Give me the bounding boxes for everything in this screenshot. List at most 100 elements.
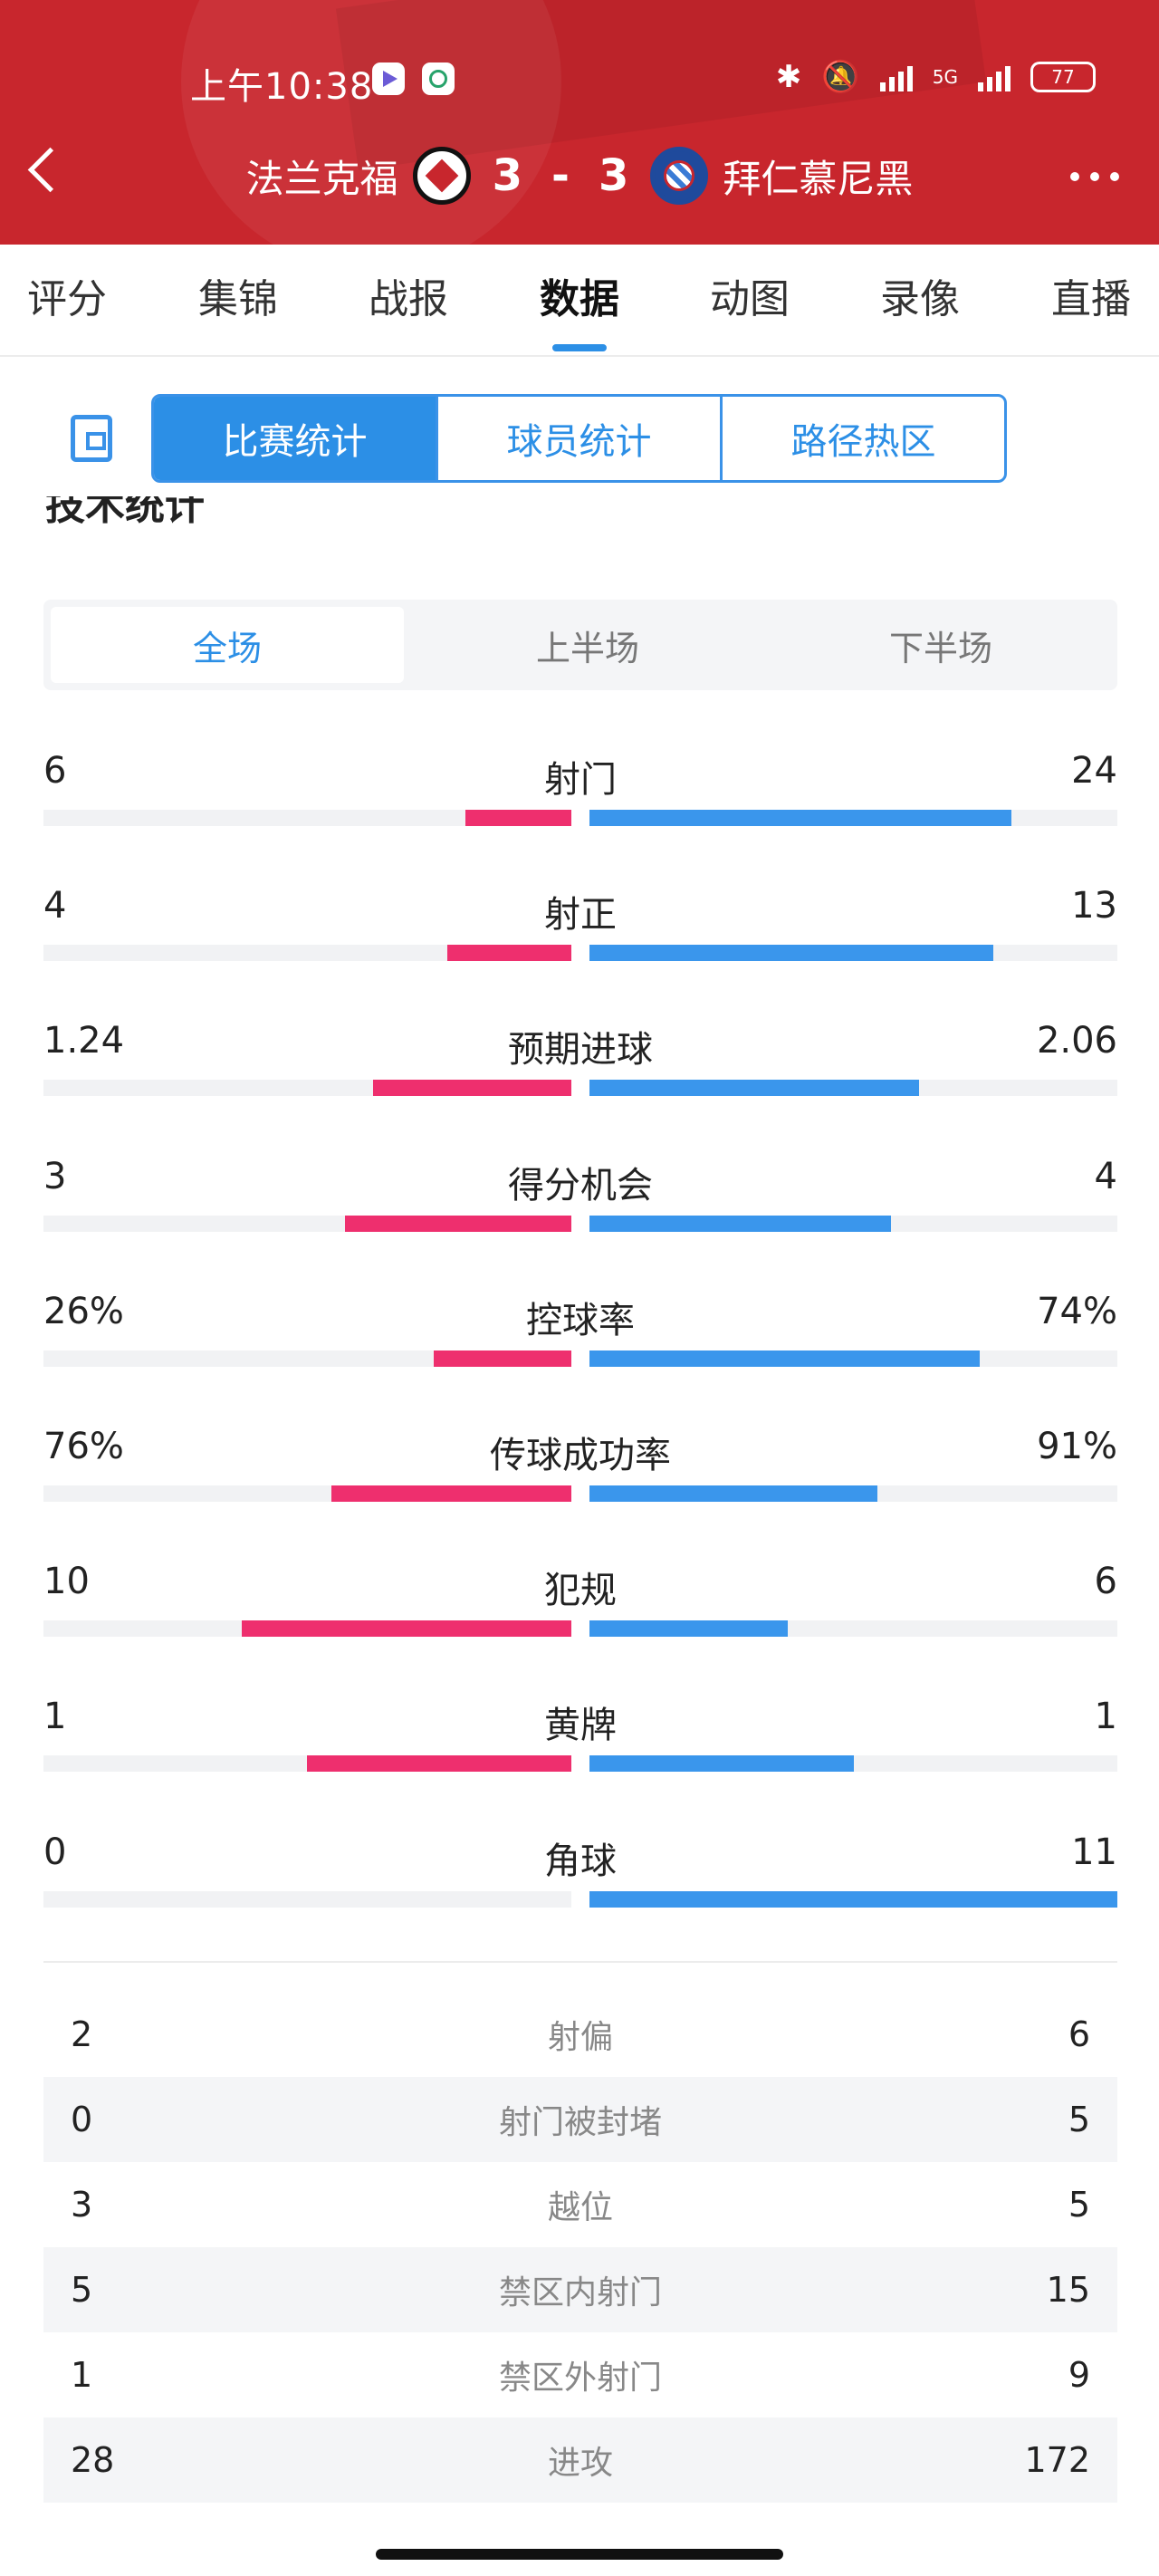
away-bar-fill [589,1485,877,1502]
stat-name: 禁区内射门 [498,2274,662,2312]
stat-away-value: 5 [1068,2100,1090,2139]
away-bar-fill [589,1620,788,1637]
segment-heatmap[interactable]: 路径热区 [790,421,936,463]
stat-home-value: 3 [43,1156,67,1197]
stat-name: 犯规 [544,1570,617,1611]
away-team-name: 拜仁慕尼黑 [723,156,914,201]
stats-segment-control: 比赛统计 球员统计 路径热区 [151,394,1007,483]
stat-row: 0 角球 11 [43,1831,1117,1931]
away-bar-fill [589,1080,919,1096]
battery-icon: 77 [1030,62,1096,92]
eagle-crest-icon [412,147,471,205]
away-bar-fill [589,810,1011,826]
simple-stat-row: 28 进攻 172 [43,2417,1117,2503]
stat-away-value: 11 [1071,1831,1117,1873]
period-full[interactable]: 全场 [51,607,404,683]
network-type: 5G [932,66,958,88]
stat-row: 3 得分机会 4 [43,1156,1117,1255]
home-bar-track [43,945,571,961]
stat-away-value: 13 [1071,885,1117,927]
stat-name: 射偏 [547,2019,613,2056]
stat-home-value: 0 [71,2100,93,2139]
bayern-crest-icon [650,147,709,205]
stat-home-value: 10 [43,1561,90,1602]
stat-home-value: 3 [71,2185,93,2225]
video-app-icon [372,62,405,95]
tab-replay[interactable]: 录像 [880,276,960,322]
home-bar-track [43,1216,571,1232]
segment-match-stats[interactable]: 比赛统计 [154,397,438,480]
home-bar-track [43,1620,571,1637]
home-bar-fill [447,945,571,961]
away-bar-fill [589,1891,1117,1908]
stat-name: 控球率 [526,1300,635,1341]
active-tab-indicator [552,344,607,351]
stat-name: 传球成功率 [490,1435,671,1476]
away-bar-track [589,1485,1117,1502]
tab-live[interactable]: 直播 [1051,276,1131,322]
sports-app-icon [422,62,455,95]
stat-name: 越位 [547,2189,613,2226]
stat-away-value: 24 [1071,750,1117,792]
tab-stats[interactable]: 数据 [540,276,619,322]
stat-home-value: 0 [43,1831,67,1873]
status-bar: 上午10:38 ✱ 🔕 5G 77 [0,50,1159,113]
stat-row: 6 射门 24 [43,750,1117,850]
home-bar-fill [331,1485,571,1502]
away-bar-fill [589,1350,980,1367]
period-selector: 全场 上半场 下半场 [43,600,1117,690]
tab-report[interactable]: 战报 [369,276,448,322]
tab-gifs[interactable]: 动图 [710,276,790,322]
home-bar-fill [373,1080,571,1096]
away-bar-track [589,945,1117,961]
stat-home-value: 1.24 [43,1020,125,1062]
stat-away-value: 2.06 [1036,1020,1117,1062]
stat-row: 4 射正 13 [43,885,1117,985]
stat-away-value: 74% [1037,1291,1117,1332]
stat-home-value: 28 [71,2440,115,2480]
stat-name: 角球 [544,1841,617,1882]
home-bar-track [43,1891,571,1908]
home-bar-track [43,1350,571,1367]
battery-level: 77 [1051,66,1075,88]
simple-stat-row: 3 越位 5 [43,2162,1117,2247]
simple-stat-row: 2 射偏 6 [43,1992,1117,2077]
home-bar-track [43,1485,571,1502]
stat-home-value: 1 [71,2355,93,2395]
divider [43,1961,1117,1963]
share-icon[interactable] [71,415,112,462]
match-title: 法兰克福 3 - 3 拜仁慕尼黑 [0,147,1159,205]
home-indicator[interactable] [376,2549,783,2560]
stat-away-value: 6 [1068,2014,1090,2054]
simple-stat-row: 0 射门被封堵 5 [43,2077,1117,2162]
stat-name: 预期进球 [508,1029,653,1071]
segment-player-stats[interactable]: 球员统计 [438,397,723,480]
stat-away-value: 9 [1068,2355,1090,2395]
stat-row: 1 黄牌 1 [43,1696,1117,1795]
stat-home-value: 6 [43,750,67,792]
period-first-half[interactable]: 上半场 [535,628,639,668]
away-bar-track [589,1350,1117,1367]
more-options-icon[interactable] [1070,172,1119,181]
stat-home-value: 4 [43,885,67,927]
period-second-half[interactable]: 下半场 [888,628,992,668]
home-team-name: 法兰克福 [245,156,398,201]
stat-away-value: 15 [1046,2270,1090,2310]
title-bar: 法兰克福 3 - 3 拜仁慕尼黑 [0,136,1159,223]
simple-stat-row: 5 禁区内射门 15 [43,2247,1117,2332]
tab-highlights[interactable]: 集锦 [198,276,278,322]
stat-row: 10 犯规 6 [43,1561,1117,1660]
stat-name: 射正 [544,894,617,936]
away-bar-track [589,1891,1117,1908]
away-bar-track [589,1080,1117,1096]
home-bar-track [43,1080,571,1096]
away-bar-fill [589,1755,854,1772]
tab-rating[interactable]: 评分 [27,276,107,322]
stat-away-value: 91% [1037,1426,1117,1467]
stat-home-value: 26% [43,1291,124,1332]
section-title: 技术统计 [45,496,317,547]
stat-away-value: 4 [1094,1156,1117,1197]
signal-icon [879,62,913,91]
stat-name: 进攻 [547,2445,613,2482]
away-score: 3 [598,150,629,201]
